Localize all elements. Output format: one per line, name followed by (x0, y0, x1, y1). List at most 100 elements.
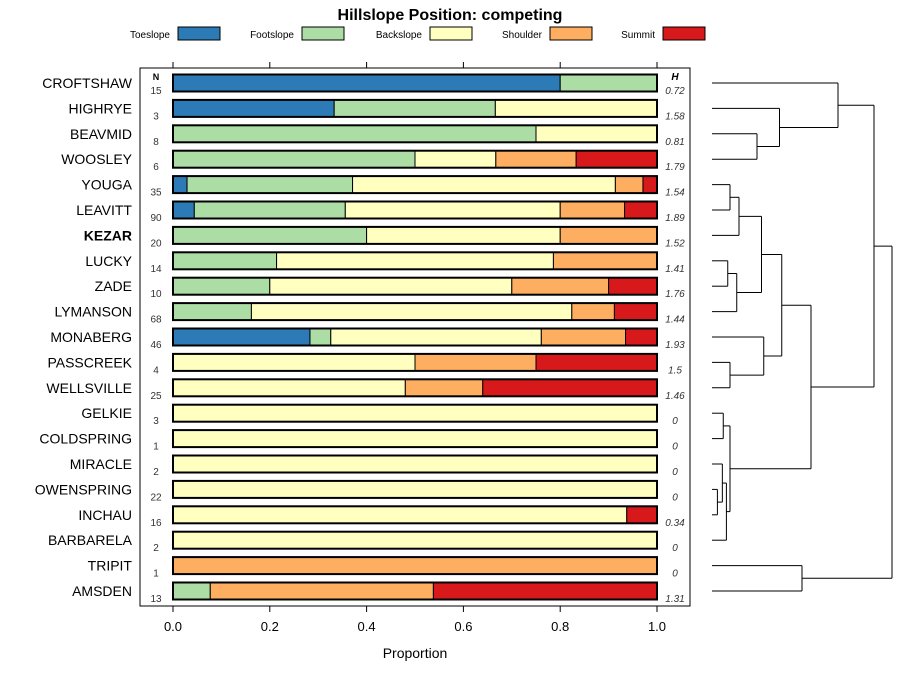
bar-outline-barbarela (172, 530, 658, 550)
n-value: 1 (153, 442, 159, 453)
h-value: 1.44 (665, 315, 685, 326)
segment-lucky-footslope (172, 251, 278, 270)
h-value: 0.72 (665, 86, 685, 97)
bar-outline-kezar (172, 225, 658, 245)
segment-highrye-toeslope (172, 99, 335, 118)
segment-zade-shoulder (511, 277, 610, 296)
dendrogram-merge-m18 (811, 104, 875, 388)
segment-zade-backslope (269, 277, 513, 296)
n-value: 20 (150, 238, 162, 249)
x-tick-label: 0.4 (358, 619, 376, 634)
n-value: 46 (150, 340, 162, 351)
dendrogram-merge-m19 (712, 565, 803, 592)
legend-swatch-toeslope (177, 26, 221, 41)
h-value: 0 (672, 467, 678, 478)
n-value: 68 (150, 315, 162, 326)
segment-inchau-backslope (172, 505, 628, 524)
bar-outline-zade (172, 276, 658, 296)
n-value: 3 (153, 416, 159, 427)
bar-lymanson (172, 302, 658, 322)
h-value: 1.93 (665, 340, 685, 351)
bar-outline-woosley (172, 149, 658, 169)
bar-zade (172, 276, 658, 296)
segment-woosley-backslope (414, 150, 497, 169)
h-value: 1.89 (665, 213, 685, 224)
dendrogram-merge-m7 (712, 273, 738, 313)
segment-leavitt-toeslope (172, 201, 195, 219)
h-value: 1.54 (665, 188, 685, 199)
bar-outline-gelkie (172, 403, 658, 423)
bar-gelkie (172, 403, 658, 423)
h-value: 1.76 (665, 289, 685, 300)
bar-outline-tripit (172, 556, 658, 576)
category-label-croftshaw: CROFTSHAW (42, 75, 132, 91)
category-label-inchau: INCHAU (78, 507, 132, 523)
segment-youga-footslope (186, 175, 354, 194)
x-tick-label: 0.8 (551, 619, 569, 634)
segment-passcreek-backslope (172, 353, 416, 372)
segment-youga-toeslope (172, 175, 188, 194)
n-value: 13 (150, 594, 162, 605)
bar-outline-lucky (172, 251, 658, 271)
category-label-barbarela: BARBARELA (48, 532, 133, 548)
n-value: 25 (150, 391, 162, 402)
bar-outline-beavmid (172, 124, 658, 144)
segment-wellsville-backslope (172, 378, 406, 397)
legend-label-summit: Summit (621, 30, 655, 41)
segment-kezar-shoulder (559, 226, 658, 245)
segment-leavitt-shoulder (559, 201, 626, 219)
dendrogram (712, 82, 893, 592)
bar-outline-amsden (172, 581, 658, 601)
segment-owenspring-backslope (172, 480, 658, 499)
h-value: 1.79 (665, 162, 685, 173)
dendrogram-merge-m20 (802, 245, 893, 579)
segment-gelkie-backslope (172, 404, 658, 423)
segment-zade-footslope (172, 277, 271, 296)
h-header: H (671, 72, 679, 83)
dendrogram-merge-m6 (712, 260, 729, 287)
category-label-wellsville: WELLSVILLE (46, 380, 132, 396)
legend-label-shoulder: Shoulder (502, 30, 543, 41)
bar-wellsville (172, 378, 658, 398)
dendrogram-merge-m4 (712, 184, 731, 211)
n-value: 15 (150, 86, 162, 97)
category-label-passcreek: PASSCREEK (47, 354, 132, 370)
bar-leavitt (172, 200, 658, 220)
h-value: 1.46 (665, 391, 685, 402)
bar-lucky (172, 251, 658, 271)
bar-kezar (172, 225, 658, 245)
legend-swatch-summit (662, 26, 706, 41)
segment-youga-summit (642, 175, 658, 194)
bar-outline-owenspring (172, 479, 658, 499)
segment-zade-summit (608, 277, 658, 296)
segment-beavmid-backslope (535, 124, 658, 143)
n-value: 1 (153, 569, 159, 580)
dendrogram-merge-m3 (712, 82, 839, 128)
dendrogram-merge-m8 (736, 215, 762, 294)
bar-barbarela (172, 530, 658, 550)
legend-swatch-footslope (301, 26, 345, 41)
bar-outline-coldspring (172, 429, 658, 449)
bar-outline-passcreek (172, 352, 658, 372)
h-value: 0 (672, 543, 678, 554)
category-label-owenspring: OWENSPRING (35, 481, 132, 497)
category-label-monaberg: MONABERG (50, 329, 132, 345)
segment-coldspring-backslope (172, 429, 658, 448)
legend-label-toeslope: Toeslope (130, 30, 170, 41)
legend-swatch-backslope (429, 26, 473, 41)
legend-swatch-shoulder (549, 26, 593, 41)
bar-outline-leavitt (172, 200, 658, 220)
dendrogram-merge-m1 (712, 133, 758, 160)
bar-croftshaw (172, 73, 658, 93)
n-value: 35 (150, 188, 162, 199)
n-value: 22 (150, 492, 162, 503)
segment-leavitt-backslope (344, 201, 561, 219)
plot-panel (139, 67, 691, 607)
dendrogram-merge-m10 (712, 336, 765, 376)
bar-outline-croftshaw (172, 73, 658, 93)
h-value: 1.52 (665, 238, 685, 249)
segment-monaberg-shoulder (540, 328, 627, 346)
bar-outline-inchau (172, 505, 658, 525)
legend-label-footslope: Footslope (250, 30, 294, 41)
n-value: 16 (150, 518, 162, 529)
